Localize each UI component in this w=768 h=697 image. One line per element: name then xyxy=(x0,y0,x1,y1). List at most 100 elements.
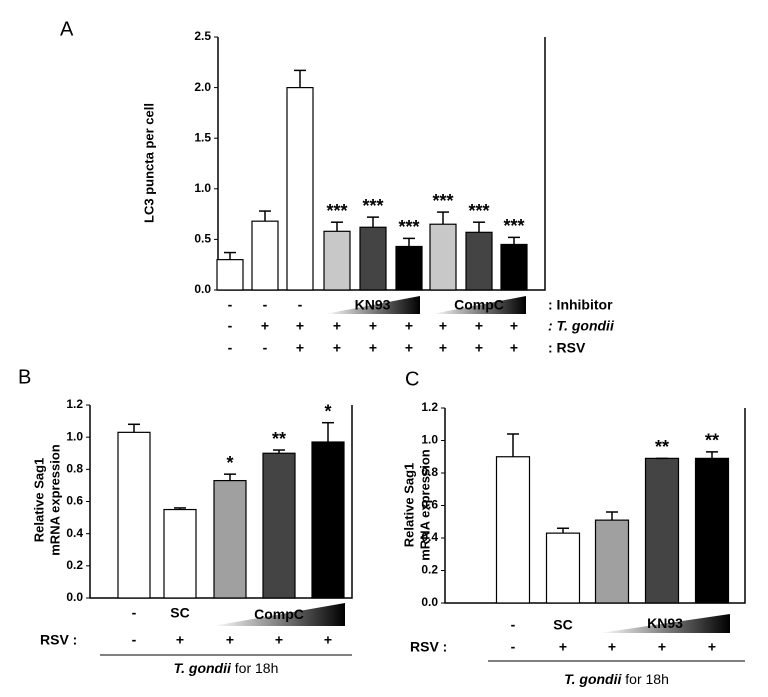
condition-label: - xyxy=(511,617,516,633)
y-tick-label: 2.5 xyxy=(194,29,211,43)
condition-label: + xyxy=(333,340,341,356)
condition-label: + xyxy=(226,632,234,648)
footer: T. gondii for 18h xyxy=(564,671,669,687)
y-tick-label: 1.0 xyxy=(66,429,83,443)
significance: *** xyxy=(468,201,489,221)
condition-label: + xyxy=(439,318,447,334)
condition-label: - xyxy=(228,318,233,334)
condition-label: + xyxy=(439,340,447,356)
bar xyxy=(644,457,680,604)
bar xyxy=(545,532,581,604)
y-tick-label: 0.8 xyxy=(66,462,83,476)
y-axis-label: mRNA expression xyxy=(417,449,432,561)
panel-label: B xyxy=(18,366,31,388)
condition-label: - xyxy=(263,297,268,313)
bar xyxy=(251,220,279,291)
bar xyxy=(213,479,247,599)
condition-label: + xyxy=(324,632,332,648)
significance: ** xyxy=(705,431,719,451)
y-axis-label: Relative Sag1 xyxy=(31,458,46,543)
condition-label: + xyxy=(608,639,616,655)
condition-label: + xyxy=(296,340,304,356)
gradient-wedge xyxy=(432,296,526,314)
row-label: RSV : xyxy=(410,639,447,655)
bar xyxy=(465,231,493,291)
y-tick-label: 0.2 xyxy=(421,563,438,577)
significance: *** xyxy=(398,217,419,237)
panel-label: C xyxy=(405,368,419,390)
bar xyxy=(117,431,151,599)
condition-label: - xyxy=(263,340,268,356)
y-axis-label: mRNA expression xyxy=(47,444,62,556)
row-label: : RSV xyxy=(548,340,586,356)
footer: T. gondii for 18h xyxy=(174,660,279,676)
condition-label: + xyxy=(510,318,518,334)
condition-label: + xyxy=(510,340,518,356)
wedge-label: CompC xyxy=(454,297,504,313)
bar xyxy=(694,457,730,604)
bar xyxy=(286,86,314,291)
y-tick-label: 1.2 xyxy=(421,400,438,414)
y-tick-label: 1.5 xyxy=(194,130,211,144)
condition-label: - xyxy=(132,605,137,621)
bar xyxy=(594,519,630,604)
condition-label: + xyxy=(176,632,184,648)
footer-italic: T. gondii xyxy=(174,660,232,676)
gradient-wedge xyxy=(325,296,420,314)
condition-label: + xyxy=(369,340,377,356)
bar xyxy=(216,259,244,291)
condition-label: SC xyxy=(170,605,189,621)
condition-label: + xyxy=(405,318,413,334)
condition-label: + xyxy=(369,318,377,334)
significance: *** xyxy=(503,216,524,236)
condition-label: + xyxy=(475,340,483,356)
significance: ** xyxy=(272,429,286,449)
condition-label: + xyxy=(475,318,483,334)
condition-label: - xyxy=(228,340,233,356)
significance: *** xyxy=(326,201,347,221)
panel-label: A xyxy=(60,18,74,40)
condition-label: + xyxy=(559,639,567,655)
significance: * xyxy=(324,401,331,421)
wedge-label: CompC xyxy=(254,606,304,622)
y-tick-label: 0.0 xyxy=(421,595,438,609)
y-tick-label: 0.0 xyxy=(66,590,83,604)
y-axis-label: Relative Sag1 xyxy=(401,463,416,548)
y-tick-label: 1.2 xyxy=(66,397,83,411)
y-axis-label: LC3 puncta per cell xyxy=(141,103,156,223)
y-tick-label: 0.8 xyxy=(421,465,438,479)
y-tick-label: 2.0 xyxy=(194,80,211,94)
significance: *** xyxy=(432,191,453,211)
condition-label: - xyxy=(132,632,137,648)
condition-label: - xyxy=(228,297,233,313)
bar xyxy=(500,243,528,291)
condition-label: SC xyxy=(553,617,572,633)
bar xyxy=(395,245,423,291)
gradient-wedge xyxy=(600,614,730,633)
bar xyxy=(429,223,457,291)
condition-label: + xyxy=(296,318,304,334)
y-tick-label: 0.6 xyxy=(421,498,438,512)
y-tick-label: 0.2 xyxy=(66,558,83,572)
row-label: RSV : xyxy=(40,632,77,648)
y-tick-label: 1.0 xyxy=(194,181,211,195)
bar xyxy=(323,230,351,291)
gradient-wedge xyxy=(213,603,345,626)
wedge-label: KN93 xyxy=(355,297,391,313)
y-tick-label: 0.0 xyxy=(194,282,211,296)
condition-label: - xyxy=(511,639,516,655)
condition-label: + xyxy=(261,318,269,334)
wedge-label: KN93 xyxy=(647,615,683,631)
significance: * xyxy=(226,453,233,473)
condition-label: + xyxy=(658,639,666,655)
y-tick-label: 0.6 xyxy=(66,494,83,508)
y-tick-label: 0.5 xyxy=(194,232,211,246)
significance: ** xyxy=(655,437,669,457)
y-tick-label: 1.0 xyxy=(421,433,438,447)
y-tick-label: 0.4 xyxy=(66,526,83,540)
significance: *** xyxy=(362,196,383,216)
footer-italic: T. gondii xyxy=(564,671,622,687)
condition-label: + xyxy=(405,340,413,356)
